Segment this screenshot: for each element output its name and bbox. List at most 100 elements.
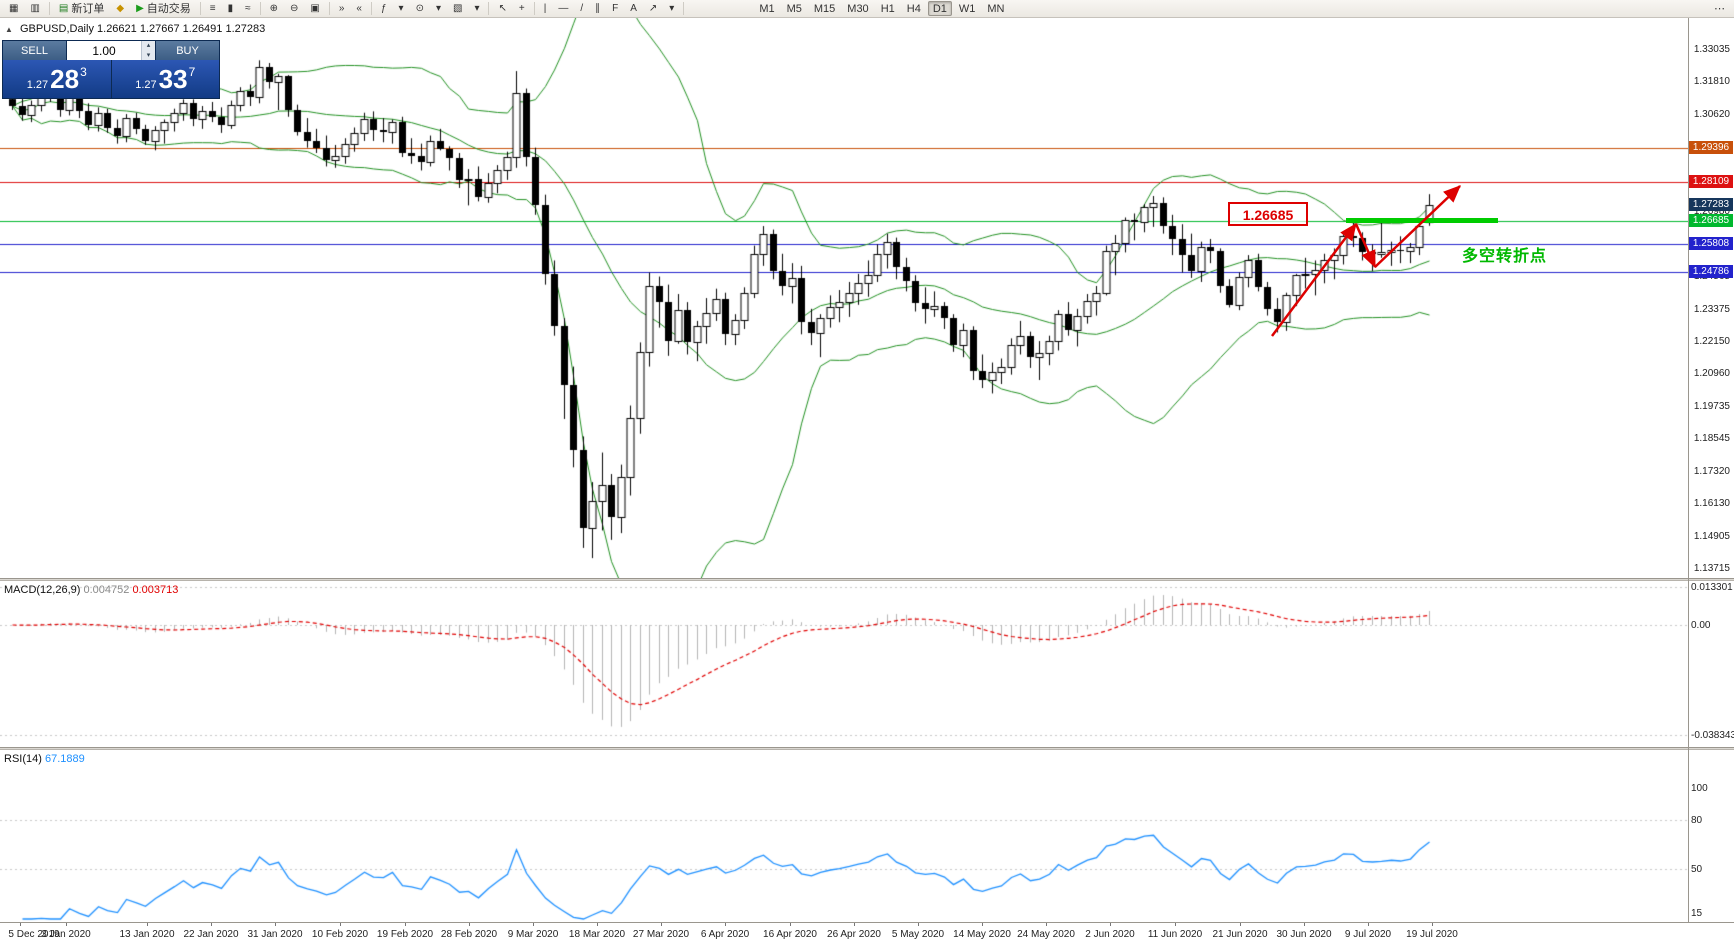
periods-menu-icon[interactable]: ▾: [431, 1, 446, 16]
timeframe-m1-button[interactable]: M1: [754, 1, 779, 16]
auto-scroll-icon: »: [338, 2, 345, 14]
rsi-value: 67.1889: [44, 753, 85, 765]
timeframe-m15-button[interactable]: M15: [809, 1, 840, 16]
periods-icon[interactable]: ⊙: [411, 1, 429, 16]
turning-point-label[interactable]: 多空转折点: [1462, 248, 1548, 265]
line-mode-icon[interactable]: ≈: [240, 1, 256, 16]
date-axis-label: 24 May 2020: [1017, 929, 1075, 940]
price-axis-label: 1.30620: [1693, 108, 1730, 120]
rsi-axis-label: 50: [1691, 864, 1703, 875]
macd-signal-value: 0.003713: [132, 584, 179, 596]
date-axis-label: 9 Mar 2020: [507, 929, 559, 940]
indicators-icon[interactable]: ƒ: [376, 1, 392, 16]
templates-menu-icon[interactable]: ▾: [469, 1, 484, 16]
pane-divider[interactable]: [0, 747, 1734, 750]
timeframe-d1-button[interactable]: D1: [927, 1, 952, 16]
timeframe-m5-button[interactable]: M5: [782, 1, 807, 16]
price-axis-label: 1.13715: [1693, 563, 1730, 574]
date-axis-label: 16 Apr 2020: [763, 929, 817, 940]
timeframe-m30-button[interactable]: M30: [842, 1, 873, 16]
crosshair-icon[interactable]: +: [514, 1, 530, 16]
sell-button[interactable]: SELL: [3, 41, 66, 60]
vertical-line-icon: |: [543, 2, 547, 14]
toolbar-more-icon[interactable]: ⋯: [1709, 1, 1730, 16]
arrow-tool-icon[interactable]: ↗: [644, 1, 662, 16]
candles-mode-icon[interactable]: ▮: [223, 1, 239, 16]
buy-price-point: 7: [188, 65, 196, 79]
tile-windows-icon[interactable]: ▣: [305, 1, 324, 16]
zoom-out-icon[interactable]: ⊖: [285, 1, 303, 16]
price-level-tag: 1.24786: [1689, 265, 1733, 278]
volume-down-icon[interactable]: ▾: [146, 51, 151, 59]
indicators-menu-icon[interactable]: ▾: [394, 1, 409, 16]
pane-divider[interactable]: [0, 578, 1734, 581]
date-tick: [1304, 923, 1305, 926]
date-tick: [20, 923, 21, 926]
date-tick: [275, 923, 276, 926]
buy-button[interactable]: BUY: [156, 41, 219, 60]
rsi-axis-label: 15: [1691, 908, 1703, 919]
date-tick: [725, 923, 726, 926]
text-tool-icon[interactable]: A: [625, 1, 642, 16]
date-axis-label: 6 Apr 2020: [700, 929, 750, 940]
date-axis-label: 22 Jan 2020: [183, 929, 239, 940]
bars-mode-icon[interactable]: ≡: [205, 1, 221, 16]
fibonacci-icon[interactable]: F: [607, 1, 623, 16]
trendline-icon: /: [580, 2, 584, 14]
main-chart-canvas[interactable]: [0, 18, 1688, 578]
date-tick: [1240, 923, 1241, 926]
timeframe-toolbar: M1 M5 M15 M30 H1 H4 D1 W1 MN: [753, 1, 1010, 16]
price-annotation[interactable]: 1.26685: [1228, 202, 1308, 226]
trade-panel-collapse-icon[interactable]: ▲: [5, 25, 13, 34]
chart-ohlc-values: 1.26621 1.27667 1.26491 1.27283: [97, 23, 266, 35]
toolbar-separator: [259, 2, 261, 15]
autotrading-button[interactable]: ▶ 自动交易: [131, 1, 196, 16]
toolbar-separator: [370, 2, 372, 15]
date-axis[interactable]: 5 Dec 2019 3 Jan 2020 13 Jan 2020 22 Jan 20…: [0, 922, 1734, 945]
autotrading-label: 自动交易: [146, 2, 191, 15]
timeframe-h1-button[interactable]: H1: [876, 1, 900, 16]
templates-icon[interactable]: ▧: [448, 1, 467, 16]
channel-icon[interactable]: ∥: [590, 1, 605, 16]
toolbar-buttons: ▦ ▥ ▤ 新订单 ◆ ▶ 自动交易 ≡ ▮ ≈ ⊕ ⊖ ▣ » « ƒ ▾ ⊙ ▾ ▧ ▾ ↖ + | — / ∥ F A ↗ ▾: [3, 1, 687, 16]
volume-up-icon[interactable]: ▴: [146, 42, 151, 49]
new-chart-icon[interactable]: ▦: [4, 1, 23, 16]
price-axis-label: 1.14905: [1693, 530, 1730, 542]
toolbar: ▦ ▥ ▤ 新订单 ◆ ▶ 自动交易 ≡ ▮ ≈ ⊕ ⊖ ▣» «ƒ ▾ ⊙ ▾ ▧ ▾ ↖ + | — / ∥ F A ↗ ▾ M1 M…: [0, 0, 1734, 18]
toolbar-separator: [199, 2, 201, 15]
timeframe-h4-button[interactable]: H4: [902, 1, 926, 16]
sell-price-prefix: 1.27: [26, 79, 49, 91]
shapes-menu-icon[interactable]: ▾: [664, 1, 679, 16]
cursor-icon[interactable]: ↖: [493, 1, 511, 16]
rsi-pane: RSI(14) 67.1889 100 80 50 15: [0, 750, 1734, 922]
rsi-canvas[interactable]: [0, 750, 1688, 922]
chart-profiles-icon[interactable]: ▥: [25, 1, 44, 16]
vertical-line-icon[interactable]: |: [539, 1, 552, 16]
cursor-icon: ↖: [498, 2, 507, 14]
date-axis-label: 31 Jan 2020: [247, 929, 303, 940]
auto-scroll-icon[interactable]: »: [334, 1, 350, 16]
templates-menu-icon: ▾: [474, 2, 480, 14]
macd-canvas[interactable]: [0, 581, 1688, 747]
timeframe-w1-button[interactable]: W1: [954, 1, 981, 16]
timeframe-mn-button[interactable]: MN: [982, 1, 1009, 16]
shapes-menu-icon: ▾: [669, 2, 675, 14]
zoom-in-icon[interactable]: ⊕: [265, 1, 283, 16]
volume-input[interactable]: [67, 41, 141, 60]
price-axis[interactable]: 1.330351.318101.306201.293951.282051.269…: [1688, 18, 1734, 578]
macd-axis-label: 0.00: [1691, 620, 1711, 631]
new-order-button[interactable]: ▤ 新订单: [54, 1, 109, 16]
chart-shift-icon[interactable]: «: [351, 1, 367, 16]
date-tick: [1110, 923, 1111, 926]
metaeditor-icon[interactable]: ◆: [111, 1, 129, 16]
toolbar-separator: [48, 2, 50, 15]
metaeditor-icon: ◆: [116, 2, 125, 14]
horizontal-line-icon: —: [558, 2, 569, 14]
sell-price-display[interactable]: 1.27 28 3: [3, 60, 112, 98]
date-tick: [790, 923, 791, 926]
horizontal-line-icon[interactable]: —: [553, 1, 573, 16]
new-order-icon: ▤: [58, 2, 69, 14]
trendline-icon[interactable]: /: [575, 1, 588, 16]
price-axis-label: 1.26980: [1693, 206, 1730, 218]
buy-price-display[interactable]: 1.27 33 7: [111, 60, 219, 98]
